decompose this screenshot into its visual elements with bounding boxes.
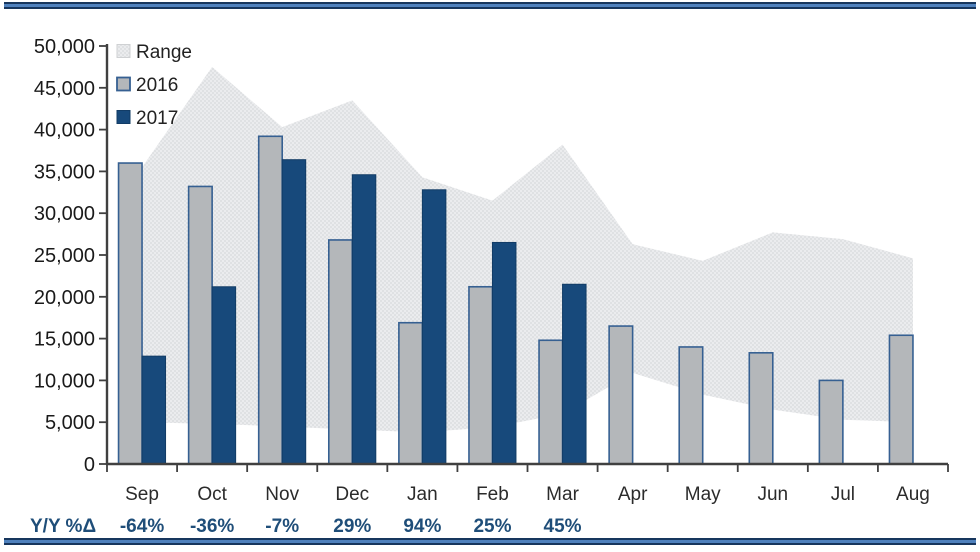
yoy-value-dec: 29% <box>333 516 371 537</box>
month-label-jul: Jul <box>831 484 855 505</box>
yoy-value-nov: -7% <box>265 516 299 537</box>
month-label-dec: Dec <box>335 484 369 505</box>
yoy-value-sep: -64% <box>120 516 164 537</box>
legend-label-range: Range <box>136 42 192 63</box>
bar-2017-nov <box>281 159 307 465</box>
month-label-sep: Sep <box>125 484 159 505</box>
y-tick-label: 35,000 <box>34 161 95 183</box>
bar-2017-dec <box>351 174 377 465</box>
y-tick-label: 15,000 <box>34 329 95 351</box>
bar-2017-feb <box>491 241 517 465</box>
yoy-value-mar: 45% <box>544 516 582 537</box>
y-tick-label: 5,000 <box>45 412 95 434</box>
bar-2016-apr <box>608 325 634 465</box>
y-axis-labels: 0 5,000 10,000 15,000 20,000 25,000 30,000 35,0… <box>34 36 95 476</box>
y-tick-label: 25,000 <box>34 245 95 267</box>
x-axis-labels: Sep Oct Nov Dec Jan Feb Mar Apr May Jun Jul Aug <box>125 484 930 505</box>
bar-2016-may <box>678 346 704 465</box>
bar-2017-mar <box>562 283 587 465</box>
bar-2016-nov <box>257 135 284 465</box>
legend-label-2017: 2017 <box>136 108 178 129</box>
month-label-jan: Jan <box>407 484 438 505</box>
bar-2016-mar <box>538 339 564 465</box>
yoy-value-oct: -36% <box>190 516 234 537</box>
legend-label-2016: 2016 <box>136 75 178 96</box>
bar-2016-jul <box>818 379 844 465</box>
bar-2016-jun <box>748 352 774 465</box>
range-area <box>142 66 913 433</box>
top-border-rule <box>4 2 976 9</box>
y-tick-label: 45,000 <box>34 78 95 100</box>
y-tick-label: 40,000 <box>34 120 95 142</box>
y-tick-label: 30,000 <box>34 203 95 225</box>
bar-2016-sep <box>117 162 143 465</box>
legend-swatch-2016 <box>116 76 131 92</box>
legend: Range 2016 2017 <box>116 42 192 129</box>
bar-2017-jan <box>421 189 447 465</box>
bars-2017-series <box>141 159 587 465</box>
legend-swatch-2017 <box>116 110 131 124</box>
bar-2017-sep <box>141 355 167 465</box>
month-label-feb: Feb <box>476 484 509 505</box>
bottom-border-rule <box>4 538 976 545</box>
legend-swatch-range <box>116 44 131 58</box>
y-tick-label: 50,000 <box>34 36 95 58</box>
yoy-value-feb: 25% <box>473 516 511 537</box>
bar-2016-oct <box>187 185 213 465</box>
y-tick-label: 0 <box>84 454 95 476</box>
month-label-oct: Oct <box>197 484 227 505</box>
month-label-nov: Nov <box>265 484 299 505</box>
bar-2017-oct <box>211 286 237 465</box>
month-label-jun: Jun <box>757 484 788 505</box>
bar-2016-aug <box>888 334 914 465</box>
month-label-mar: Mar <box>546 484 579 505</box>
axes <box>99 44 949 472</box>
bar-2016-feb <box>468 285 494 465</box>
yoy-row-label: Y/Y %Δ <box>30 516 96 537</box>
month-label-aug: Aug <box>896 484 930 505</box>
range-area-series <box>142 66 913 433</box>
yoy-delta-row: Y/Y %Δ -64% -36% -7% 29% 94% 25% 45% <box>30 516 582 537</box>
yoy-value-jan: 94% <box>403 516 441 537</box>
y-tick-label: 20,000 <box>34 287 95 309</box>
bar-2016-dec <box>327 239 354 465</box>
month-label-apr: Apr <box>618 484 648 505</box>
bars-2016-series <box>117 135 914 465</box>
bar-2016-jan <box>398 321 424 465</box>
month-label-may: May <box>685 484 721 505</box>
y-tick-label: 10,000 <box>34 370 95 392</box>
